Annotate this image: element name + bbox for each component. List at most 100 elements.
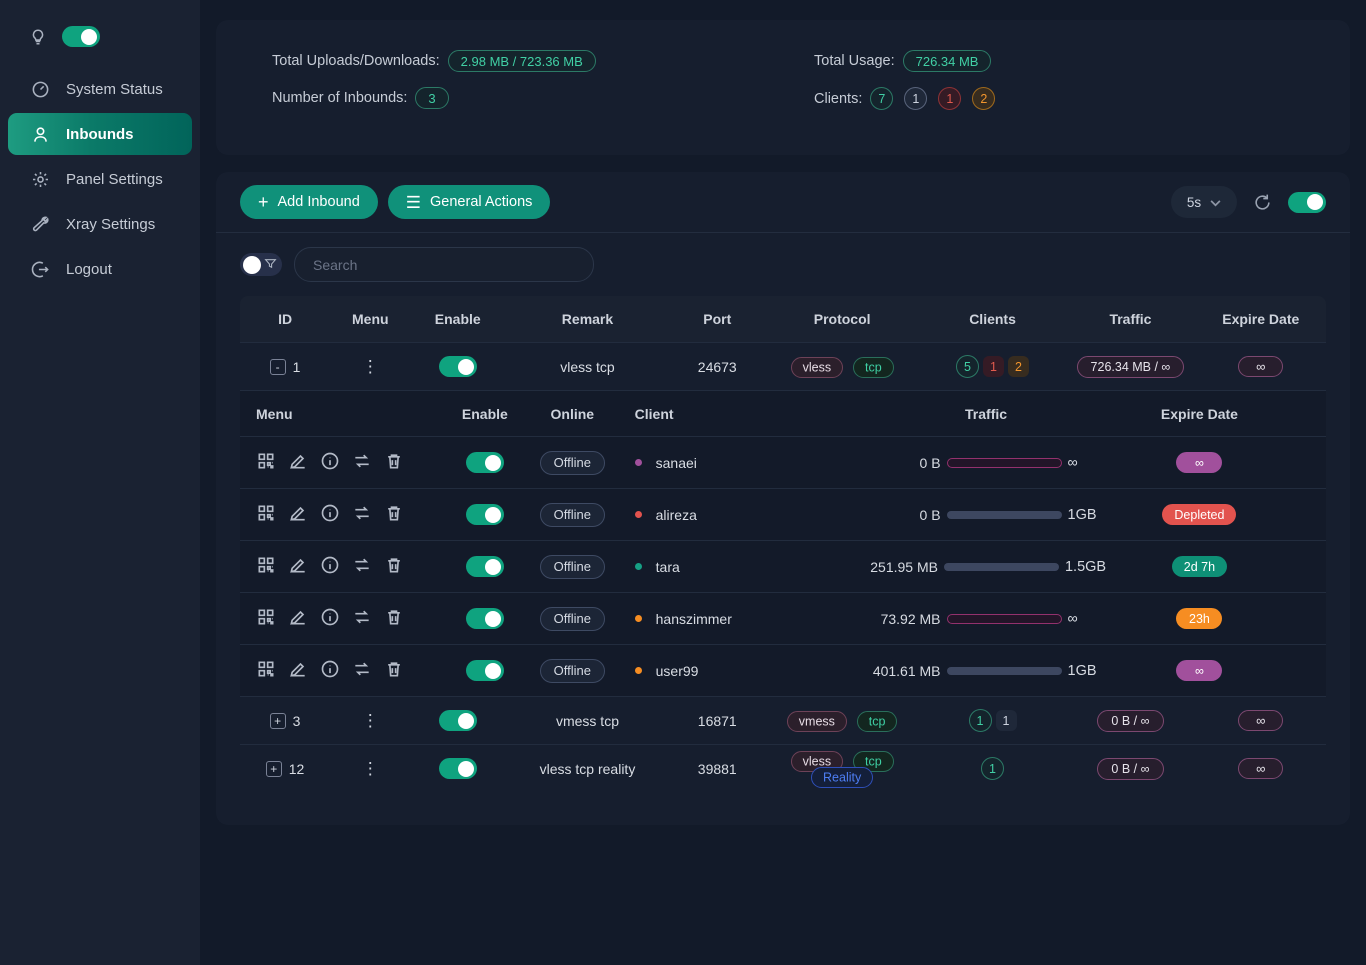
- sidebar-item-system-status[interactable]: System Status: [8, 68, 192, 110]
- client-count-badge: 5: [956, 355, 980, 378]
- col-remark: Remark: [561, 311, 614, 327]
- client-enable-toggle[interactable]: [465, 452, 504, 473]
- col-menu: Menu: [352, 311, 389, 327]
- traffic-limit: ∞: [1067, 610, 1078, 627]
- uploads-value-badge: 2.98 MB / 723.36 MB: [447, 50, 596, 72]
- reset-traffic-icon[interactable]: [352, 503, 372, 526]
- client-count-badge: 1: [995, 710, 1017, 731]
- edit-icon[interactable]: [288, 659, 308, 682]
- inbound-enable-toggle[interactable]: [438, 356, 477, 377]
- expand-row-button[interactable]: +: [269, 712, 286, 729]
- col-port: Port: [703, 311, 732, 327]
- inbound-row-1[interactable]: - 1 ⋮ vless tcp 24673 vless tcp 5 1 2 72…: [240, 342, 1326, 390]
- general-actions-button[interactable]: ☰ General Actions: [387, 185, 551, 219]
- clients-subtable: Menu Enable Online Client Traffic Expire…: [240, 390, 1326, 696]
- edit-icon[interactable]: [288, 555, 308, 578]
- sidebar-item-inbounds[interactable]: Inbounds: [8, 113, 192, 155]
- delete-icon[interactable]: [384, 503, 404, 526]
- user-icon: [30, 124, 50, 144]
- protocol-badge: vless: [790, 357, 844, 378]
- uploads-label: Total Uploads/Downloads:: [272, 53, 440, 69]
- sidebar-item-xray-settings[interactable]: Xray Settings: [8, 203, 192, 245]
- traffic-bar: [946, 510, 1062, 519]
- refresh-interval-select[interactable]: 5s: [1171, 186, 1237, 218]
- client-enable-toggle[interactable]: [465, 504, 504, 525]
- sidebar-item-logout[interactable]: Logout: [8, 248, 192, 290]
- add-inbound-button[interactable]: + Add Inbound: [240, 185, 378, 219]
- chevron-down-icon: [1210, 195, 1221, 210]
- main-content: Total Uploads/Downloads: 2.98 MB / 723.3…: [200, 0, 1366, 965]
- reset-traffic-icon[interactable]: [352, 659, 372, 682]
- clients-label: Clients:: [814, 90, 863, 107]
- delete-icon[interactable]: [384, 451, 404, 474]
- toolbar: + Add Inbound ☰ General Actions 5s: [216, 172, 1350, 233]
- inbound-row-12[interactable]: + 12 ⋮ vless tcp reality 39881 vless tcp…: [240, 744, 1326, 792]
- client-count-badge: 1: [983, 356, 1005, 377]
- gear-icon: [30, 169, 50, 189]
- info-icon[interactable]: [320, 659, 340, 682]
- refresh-icon[interactable]: [1253, 193, 1272, 212]
- qrcode-icon[interactable]: [256, 607, 276, 630]
- qrcode-icon[interactable]: [256, 503, 276, 526]
- reset-traffic-icon[interactable]: [352, 451, 372, 474]
- row-menu-button[interactable]: ⋮: [361, 356, 379, 376]
- client-name: user99: [655, 662, 699, 679]
- online-status-badge: Offline: [539, 502, 605, 527]
- delete-icon[interactable]: [384, 607, 404, 630]
- expire-badge: ∞: [1238, 758, 1284, 779]
- info-icon[interactable]: [320, 451, 340, 474]
- search-row: [216, 233, 1350, 296]
- inbounds-card: + Add Inbound ☰ General Actions 5s: [216, 172, 1350, 825]
- row-menu-button[interactable]: ⋮: [361, 710, 379, 730]
- inbound-row-3[interactable]: + 3 ⋮ vmess tcp 16871 vmess tcp 1 1 0 B …: [240, 696, 1326, 744]
- reset-traffic-icon[interactable]: [352, 555, 372, 578]
- info-icon[interactable]: [320, 503, 340, 526]
- inbound-id: 3: [292, 712, 301, 729]
- inbound-enable-toggle[interactable]: [438, 710, 477, 731]
- clients-count-depleted: 1: [938, 87, 962, 110]
- col-traffic: Traffic: [1109, 311, 1152, 327]
- client-name: alireza: [655, 506, 697, 523]
- inbounds-table: ID Menu Enable Remark Port Protocol Clie…: [240, 296, 1326, 792]
- traffic-bar: [943, 562, 1059, 571]
- qrcode-icon[interactable]: [256, 659, 276, 682]
- inbound-port: 39881: [697, 760, 737, 777]
- client-enable-toggle[interactable]: [465, 556, 504, 577]
- qrcode-icon[interactable]: [256, 451, 276, 474]
- filter-toggle[interactable]: [240, 253, 282, 276]
- traffic-limit: ∞: [1067, 454, 1078, 471]
- client-name: tara: [655, 558, 680, 575]
- reset-traffic-icon[interactable]: [352, 607, 372, 630]
- gauge-icon: [30, 79, 50, 99]
- client-enable-toggle[interactable]: [465, 660, 504, 681]
- delete-icon[interactable]: [384, 659, 404, 682]
- client-expire-badge: 23h: [1176, 608, 1223, 629]
- edit-icon[interactable]: [288, 451, 308, 474]
- online-status-badge: Offline: [539, 554, 605, 579]
- info-icon[interactable]: [320, 607, 340, 630]
- collapse-row-button[interactable]: -: [269, 358, 286, 375]
- client-enable-toggle[interactable]: [465, 608, 504, 629]
- info-icon[interactable]: [320, 555, 340, 578]
- inbound-enable-toggle[interactable]: [438, 758, 477, 779]
- sidebar-item-panel-settings[interactable]: Panel Settings: [8, 158, 192, 200]
- edit-icon[interactable]: [288, 503, 308, 526]
- client-expire-badge: ∞: [1176, 452, 1223, 473]
- filter-icon: [264, 257, 277, 273]
- protocol-badge: vless: [790, 751, 844, 772]
- traffic-used: 251.95 MB: [870, 558, 938, 575]
- delete-icon[interactable]: [384, 555, 404, 578]
- theme-toggle[interactable]: [62, 26, 100, 47]
- auto-refresh-toggle[interactable]: [1288, 191, 1326, 213]
- qrcode-icon[interactable]: [256, 555, 276, 578]
- inbounds-count-badge: 3: [415, 87, 449, 109]
- subcol-menu: Menu: [256, 405, 293, 422]
- search-input[interactable]: [294, 247, 594, 282]
- clients-count-online: 7: [870, 87, 894, 110]
- row-menu-button[interactable]: ⋮: [361, 758, 379, 778]
- sidebar-item-label: Panel Settings: [66, 170, 163, 188]
- traffic-limit: 1.5GB: [1064, 558, 1107, 575]
- client-expire-badge: Depleted: [1162, 504, 1237, 525]
- expand-row-button[interactable]: +: [265, 760, 282, 777]
- edit-icon[interactable]: [288, 607, 308, 630]
